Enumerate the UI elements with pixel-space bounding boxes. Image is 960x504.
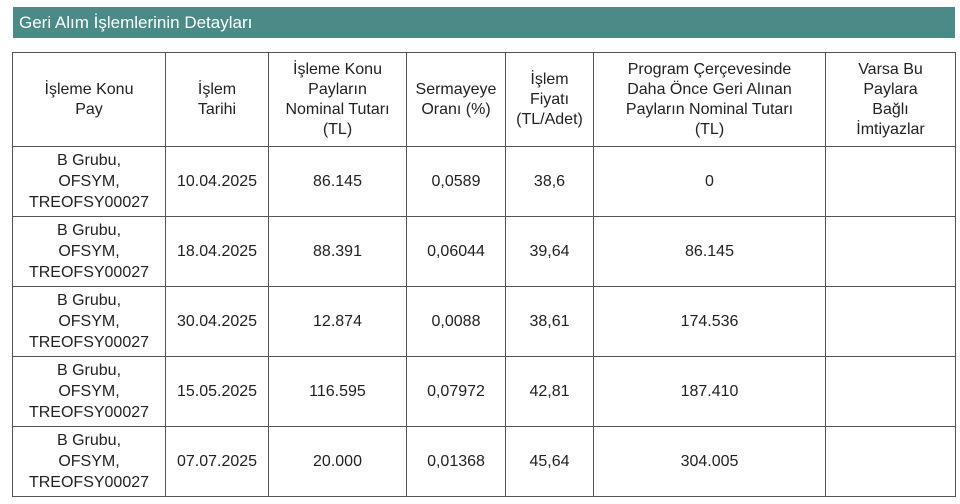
table-cell — [825, 356, 956, 427]
table-cell: 39,64 — [505, 216, 594, 287]
column-header: İşleme Konu Pay — [12, 52, 166, 147]
table-cell: 45,64 — [505, 426, 594, 497]
table-cell: 18.04.2025 — [165, 216, 269, 287]
table-cell: 304.005 — [593, 426, 826, 497]
column-header: İşleme Konu Payların Nominal Tutarı (TL) — [268, 52, 407, 147]
table-cell: 86.145 — [593, 216, 826, 287]
table-cell: 38,6 — [505, 146, 594, 217]
table-cell: B Grubu, OFSYM, TREOFSY00027 — [12, 216, 166, 287]
table-cell: 0,01368 — [406, 426, 506, 497]
table-cell: B Grubu, OFSYM, TREOFSY00027 — [12, 426, 166, 497]
table-cell: 20.000 — [268, 426, 407, 497]
table-cell: 10.04.2025 — [165, 146, 269, 217]
table-header-row: İşleme Konu Pay İşlem Tarihi İşleme Konu… — [12, 52, 956, 147]
table-cell — [825, 426, 956, 497]
column-header: Program Çerçevesinde Daha Önce Geri Alın… — [593, 52, 826, 147]
table-cell: B Grubu, OFSYM, TREOFSY00027 — [12, 286, 166, 357]
column-header: Sermayeye Oranı (%) — [406, 52, 506, 147]
table-cell: 86.145 — [268, 146, 407, 217]
table-cell: 174.536 — [593, 286, 826, 357]
section-title: Geri Alım İşlemlerinin Detayları — [13, 7, 955, 38]
table-cell: 0 — [593, 146, 826, 217]
table-row: B Grubu, OFSYM, TREOFSY00027 30.04.2025 12… — [12, 286, 956, 357]
table-body: B Grubu, OFSYM, TREOFSY00027 10.04.2025 86… — [12, 146, 956, 497]
table-cell: 0,0088 — [406, 286, 506, 357]
table-cell: 12.874 — [268, 286, 407, 357]
table-row: B Grubu, OFSYM, TREOFSY00027 18.04.2025 88… — [12, 216, 956, 287]
table-cell — [825, 216, 956, 287]
column-header: İşlem Fiyatı (TL/Adet) — [505, 52, 594, 147]
table-cell: 0,06044 — [406, 216, 506, 287]
table-cell: B Grubu, OFSYM, TREOFSY00027 — [12, 146, 166, 217]
table-cell: 0,07972 — [406, 356, 506, 427]
table-cell: 30.04.2025 — [165, 286, 269, 357]
table-cell: 88.391 — [268, 216, 407, 287]
column-header: İşlem Tarihi — [165, 52, 269, 147]
table-cell: 116.595 — [268, 356, 407, 427]
table-cell — [825, 146, 956, 217]
table-row: B Grubu, OFSYM, TREOFSY00027 07.07.2025 20… — [12, 426, 956, 497]
table-cell — [825, 286, 956, 357]
table-cell: 15.05.2025 — [165, 356, 269, 427]
table-cell: 07.07.2025 — [165, 426, 269, 497]
table-cell: 42,81 — [505, 356, 594, 427]
table-cell: B Grubu, OFSYM, TREOFSY00027 — [12, 356, 166, 427]
table-row: B Grubu, OFSYM, TREOFSY00027 10.04.2025 86… — [12, 146, 956, 217]
table-row: B Grubu, OFSYM, TREOFSY00027 15.05.2025 11… — [12, 356, 956, 427]
buyback-details-table: İşleme Konu Pay İşlem Tarihi İşleme Konu… — [12, 52, 956, 497]
table-cell: 0,0589 — [406, 146, 506, 217]
column-header: Varsa Bu Paylara Bağlı İmtiyazlar — [825, 52, 956, 147]
table-cell: 38,61 — [505, 286, 594, 357]
table-cell: 187.410 — [593, 356, 826, 427]
